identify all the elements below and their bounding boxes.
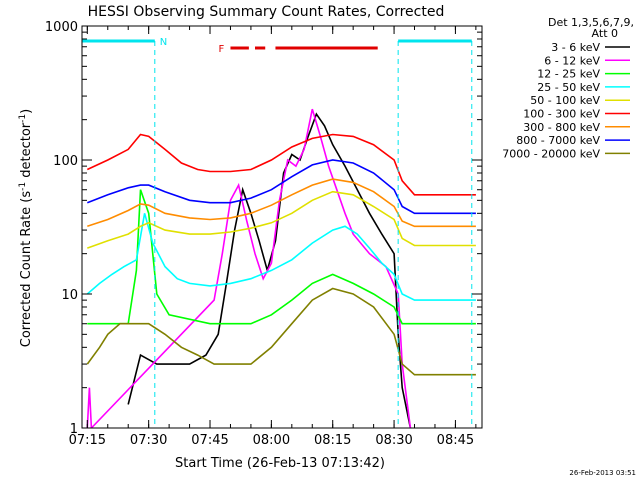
night-marker-label: N <box>160 37 167 48</box>
series-line <box>87 189 476 325</box>
x-tick-label: 07:15 <box>69 433 106 448</box>
legend-label: 300 - 800 keV <box>523 121 600 134</box>
y-axis-label-sup: -1 <box>18 114 28 123</box>
y-tick-label: 1 <box>70 422 78 437</box>
x-tick-label: 07:30 <box>130 433 167 448</box>
y-tick-label: 100 <box>53 154 78 169</box>
timestamp: 26-Feb-2013 03:51 <box>569 469 636 477</box>
legend-label: 12 - 25 keV <box>537 68 600 81</box>
y-axis-label-part: ) <box>19 109 34 114</box>
y-axis-label-sup: -1 <box>18 182 28 191</box>
y-tick-label: 1000 <box>45 20 78 35</box>
legend-label: 7000 - 20000 keV <box>502 147 600 160</box>
y-axis-label-part: detector <box>19 122 34 182</box>
series-line <box>87 178 476 228</box>
x-tick-label: 07:45 <box>191 433 228 448</box>
series-line <box>87 159 476 215</box>
y-axis: 1 10 100 1000 <box>45 20 482 437</box>
legend-header-line: Att 0 <box>592 27 618 40</box>
x-tick-label: 08:45 <box>437 433 474 448</box>
legend-label: 25 - 50 keV <box>537 81 600 94</box>
y-axis-label: Corrected Count Rate (s-1 detector-1) <box>18 109 34 347</box>
series-line <box>86 108 412 428</box>
legend-label: 100 - 300 keV <box>523 108 600 121</box>
legend-label: 800 - 7000 keV <box>516 134 600 147</box>
legend-label: 50 - 100 keV <box>530 94 600 107</box>
series-line <box>86 133 476 196</box>
chart-title: HESSI Observing Summary Count Rates, Cor… <box>88 4 445 20</box>
x-tick-label: 08:15 <box>314 433 351 448</box>
x-axis-label: Start Time (26-Feb-13 07:13:42) <box>175 456 385 471</box>
legend-header-line: Det 1,3,5,6,7,9, <box>548 16 634 29</box>
y-axis-label-part: Corrected Count Rate (s <box>19 191 34 348</box>
legend-label: 6 - 12 keV <box>544 54 600 67</box>
annotation-layer: NF <box>82 37 473 428</box>
x-tick-label: 08:00 <box>253 433 290 448</box>
x-tick-label: 08:30 <box>375 433 412 448</box>
series-line <box>86 213 476 301</box>
series-layer <box>86 108 476 428</box>
x-axis: 07:15 07:30 07:45 08:00 08:15 08:30 08:45 <box>69 26 477 448</box>
flare-marker-label: F <box>218 44 224 55</box>
series-line <box>87 190 476 249</box>
y-tick-label: 10 <box>61 288 78 303</box>
series-line <box>127 112 412 428</box>
series-line <box>86 287 476 376</box>
legend-label: 3 - 6 keV <box>551 41 600 54</box>
plot-frame <box>81 25 483 429</box>
